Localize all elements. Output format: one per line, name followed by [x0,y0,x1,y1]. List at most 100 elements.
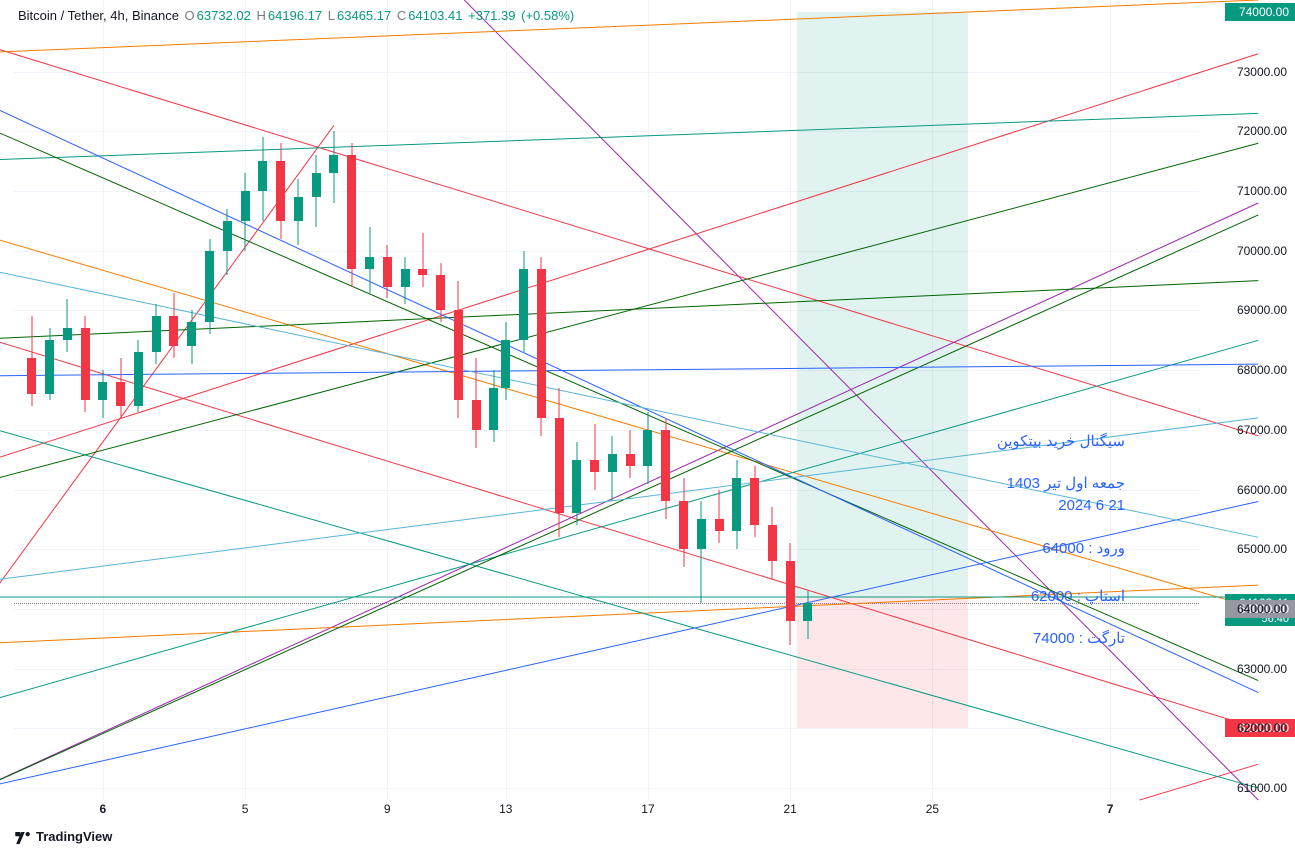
candle-body [519,269,528,341]
candle-body [661,430,670,502]
candle-body [697,519,706,549]
candle-body [489,388,498,430]
x-gridline [1110,0,1111,800]
y-tick-label: 62000.00 [1237,721,1287,735]
candle [608,0,617,800]
change-value: +371.39 [468,8,515,23]
x-tick-label: 21 [783,802,796,816]
candle [258,0,267,800]
candle-wick [67,299,68,353]
candle-body [590,460,599,472]
candle-body [205,251,214,323]
high-label: H [257,8,266,23]
candle-body [572,460,581,514]
candle-body [294,197,303,221]
candle-body [152,316,161,352]
candle [679,0,688,800]
y-tick-label: 68000.00 [1237,363,1287,377]
y-tick-label: 65000.00 [1237,542,1287,556]
loss-zone [797,597,968,728]
candle-body [454,310,463,400]
candle-body [241,191,250,221]
annotation-text: جمعه اول تیر 1403 [1007,474,1125,492]
symbol-header: Bitcoin / Tether, 4h, Binance O63732.02 … [18,8,576,23]
candle [241,0,250,800]
candle [81,0,90,800]
low-value: 63465.17 [337,8,391,23]
candle [501,0,510,800]
tv-logo-icon [14,832,32,844]
candle-body [347,155,356,268]
candle-wick [422,233,423,287]
candle [347,0,356,800]
candle-body [116,382,125,406]
x-tick-label: 13 [499,802,512,816]
candle [312,0,321,800]
candle [294,0,303,800]
candle-body [45,340,54,394]
candle-body [768,525,777,561]
candle [472,0,481,800]
profit-zone [797,12,968,597]
candle-body [803,603,812,621]
candle [169,0,178,800]
candle-body [643,430,652,466]
candle-body [134,352,143,406]
candle-body [626,454,635,466]
candle [187,0,196,800]
candle-body [223,221,232,251]
candle-body [329,155,338,173]
x-tick-label: 9 [384,802,391,816]
candle [63,0,72,800]
candle-body [401,269,410,287]
candle [45,0,54,800]
candle-wick [719,490,720,544]
change-pct: (+0.58%) [521,8,574,23]
candle-body [786,561,795,621]
x-tick-label: 5 [242,802,249,816]
candle-body [258,161,267,191]
candle-body [501,340,510,388]
candle-body [187,322,196,346]
candle [152,0,161,800]
candle [697,0,706,800]
candle-body [537,269,546,418]
candle-body [555,418,564,514]
candle-body [27,358,36,394]
candle-body [276,161,285,221]
candle [223,0,232,800]
low-label: L [328,8,335,23]
x-tick-label: 25 [926,802,939,816]
candle [98,0,107,800]
candle [329,0,338,800]
candle [205,0,214,800]
candle-body [608,454,617,472]
x-tick-label: 7 [1107,802,1114,816]
y-tick-label: 73000.00 [1237,65,1287,79]
candle-body [312,173,321,197]
candle [750,0,759,800]
chart-container: Bitcoin / Tether, 4h, Binance O63732.02 … [0,0,1295,850]
close-label: C [397,8,406,23]
tradingview-logo: TradingView [14,829,112,844]
candle [537,0,546,800]
x-axis: 659131721257 [14,802,1199,822]
candle [732,0,741,800]
candle [643,0,652,800]
y-tick-label: 64000.00 [1237,602,1287,616]
annotation-text: تارگت : 74000 [1033,629,1125,647]
candle-body [365,257,374,269]
candle [715,0,724,800]
open-label: O [185,8,195,23]
candle-body [436,275,445,311]
y-tick-label: 70000.00 [1237,244,1287,258]
high-value: 64196.17 [268,8,322,23]
candle [661,0,670,800]
candle [454,0,463,800]
candle [626,0,635,800]
annotation-text: ورود : 64000 [1042,539,1125,557]
y-tick-label: 69000.00 [1237,303,1287,317]
candle [555,0,564,800]
candle-body [169,316,178,346]
candle [768,0,777,800]
